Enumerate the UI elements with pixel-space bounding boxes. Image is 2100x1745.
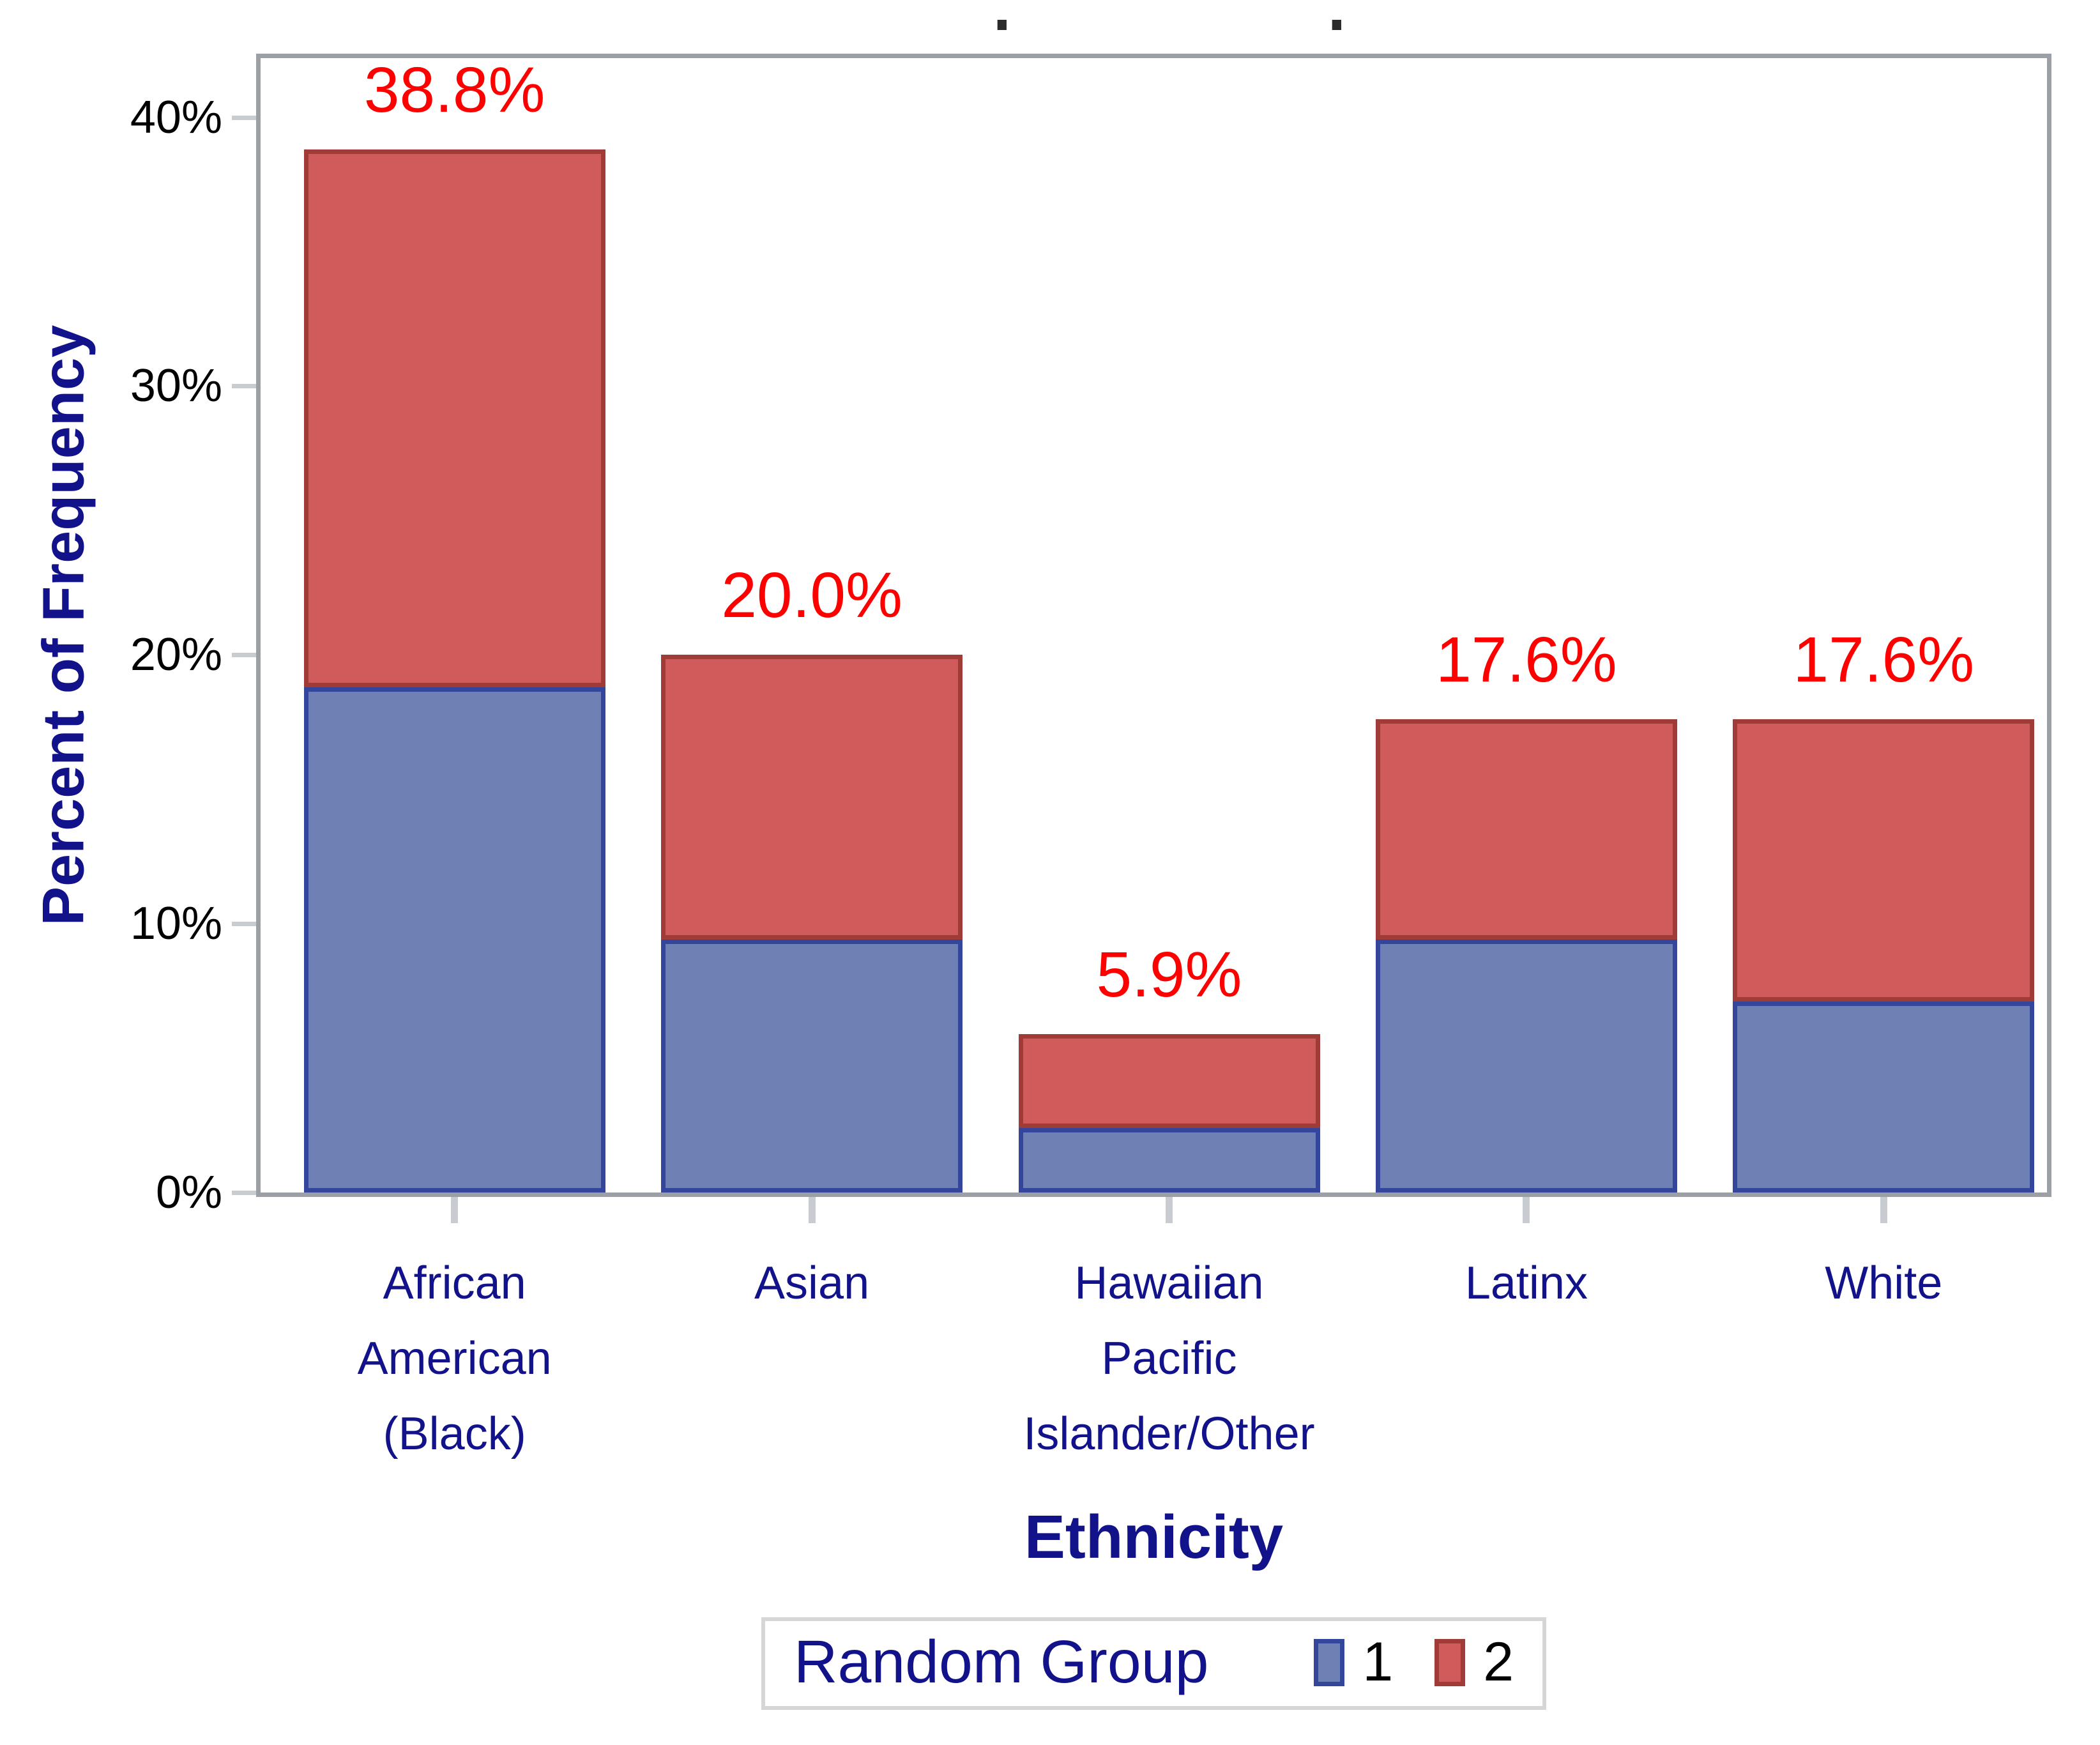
x-axis-title: Ethnicity — [1024, 1503, 1284, 1571]
x-tick-mark — [1166, 1197, 1173, 1223]
bar-segment-group2-cat2 — [661, 655, 963, 940]
bar-total-label: 20.0% — [721, 560, 902, 632]
category-label-line: American — [357, 1333, 552, 1384]
category-label-line: White — [1825, 1258, 1943, 1309]
legend-title: Random Group — [793, 1628, 1209, 1696]
y-tick-label: 0% — [155, 1167, 222, 1218]
y-tick-mark — [232, 922, 256, 927]
category-label-line: Hawaiian — [1074, 1258, 1264, 1309]
bar-total-label: 17.6% — [1436, 624, 1617, 696]
x-tick-mark — [1880, 1197, 1887, 1223]
category-label: Latinx — [1309, 1246, 1744, 1321]
bar-segment-group1-cat1 — [303, 687, 605, 1193]
category-label: Asian — [595, 1246, 1029, 1321]
x-tick-mark — [808, 1197, 816, 1223]
category-label: Hawaiian Pacific Islander/Other — [952, 1246, 1387, 1472]
plot-area — [256, 54, 2051, 1197]
x-tick-mark — [1523, 1197, 1530, 1223]
bar-segment-group2-cat1 — [303, 149, 605, 687]
category-label-line: Pacific — [1101, 1333, 1237, 1384]
bar-segment-group2-cat4 — [1375, 719, 1677, 940]
y-tick-mark — [232, 115, 256, 120]
bar-total-label: 17.6% — [1793, 624, 1975, 696]
category-label-line: African — [383, 1258, 526, 1309]
category-label-line: (Black) — [383, 1408, 526, 1459]
bar-segment-group1-cat4 — [1375, 940, 1677, 1193]
bar-segment-group2-cat3 — [1018, 1033, 1320, 1128]
title-dot-right: . — [1323, 0, 1350, 45]
bar-segment-group1-cat5 — [1733, 1002, 2035, 1193]
category-label: White — [1666, 1246, 2100, 1321]
title-dot-left: . — [989, 0, 1016, 45]
bar-segment-group1-cat2 — [661, 940, 963, 1193]
legend-swatch-group1 — [1314, 1638, 1345, 1686]
y-tick-mark — [232, 384, 256, 389]
y-tick-label: 20% — [130, 629, 222, 681]
legend-entry-label: 2 — [1483, 1631, 1514, 1693]
bar-total-label: 5.9% — [1096, 938, 1242, 1010]
category-label-line: Asian — [754, 1258, 870, 1309]
y-tick-label: 40% — [130, 91, 222, 143]
bar-segment-group2-cat5 — [1733, 719, 2035, 1002]
y-tick-mark — [232, 653, 256, 658]
category-label-line: Latinx — [1465, 1258, 1588, 1309]
y-tick-label: 30% — [130, 360, 222, 412]
y-tick-mark — [232, 1191, 256, 1195]
x-tick-mark — [451, 1197, 459, 1223]
y-axis-title: Percent of Frequency — [31, 324, 96, 926]
legend-entry-group2: 2 — [1434, 1631, 1514, 1694]
legend-entry-group1: 1 — [1314, 1631, 1393, 1694]
category-label: African American (Black) — [238, 1246, 672, 1472]
bar-total-label: 38.8% — [363, 54, 545, 126]
bar-segment-group1-cat3 — [1018, 1127, 1320, 1193]
y-tick-label: 10% — [130, 898, 222, 950]
legend-swatch-group2 — [1434, 1638, 1466, 1686]
category-label-line: Islander/Other — [1023, 1408, 1315, 1459]
legend-entry-label: 1 — [1362, 1631, 1394, 1693]
